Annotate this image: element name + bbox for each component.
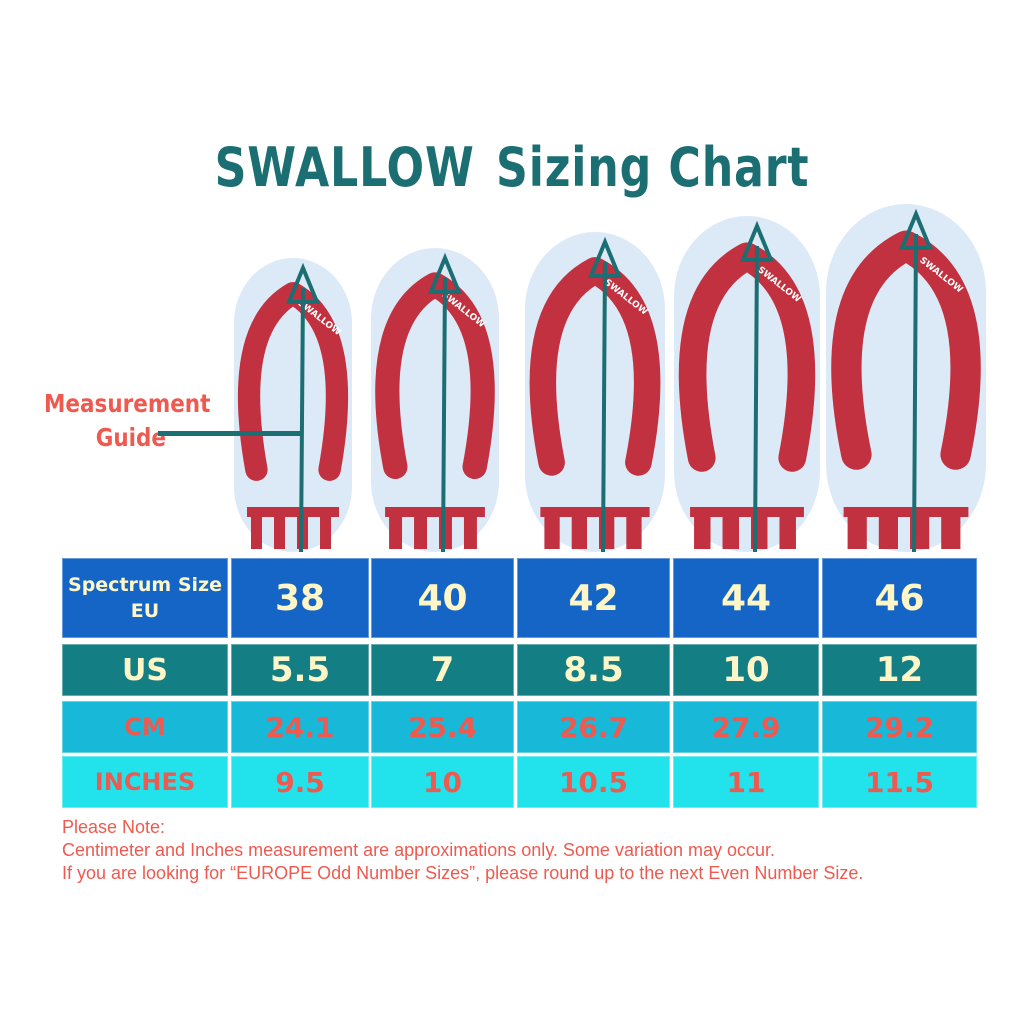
cell-inches-5: 11.5	[822, 756, 977, 808]
heel-stripe-bar	[843, 507, 969, 517]
heel-stripe	[273, 507, 285, 549]
heel-stripe	[544, 507, 560, 549]
title-brand: SWALLOW	[214, 136, 475, 199]
sandal-strap	[375, 272, 495, 480]
cell-cm-4: 27.9	[673, 701, 819, 753]
cell-us-4: 10	[673, 644, 819, 696]
measurement-guide-label-2: Guide	[95, 423, 166, 452]
cell-inches-4: 11	[673, 756, 819, 808]
sandal-5: SWALLOW	[826, 204, 986, 553]
measurement-guide-pointer	[158, 431, 300, 436]
measurement-line	[441, 277, 447, 553]
heel-stripe	[250, 507, 262, 549]
cell-inches-2: 10	[371, 756, 514, 808]
cell-us-5: 12	[822, 644, 977, 696]
heel-stripe	[463, 507, 477, 549]
heel-stripe	[439, 507, 452, 549]
heel-stripe	[941, 507, 961, 549]
heel-stripe	[389, 507, 403, 549]
cell-cm-1: 24.1	[231, 701, 369, 753]
heel-stripe	[571, 507, 587, 549]
cell-inches-1: 9.5	[231, 756, 369, 808]
heel-stripe-bar	[385, 507, 485, 517]
sizing-note: Please Note: Centimeter and Inches measu…	[62, 816, 1002, 885]
note-heading: Please Note:	[62, 817, 166, 837]
row-header-eu-line1: Spectrum Size	[68, 574, 222, 596]
cell-cm-5: 29.2	[822, 701, 977, 753]
measurement-line	[753, 245, 759, 553]
measurement-arrow-icon	[428, 252, 462, 294]
sandal-strap	[678, 242, 816, 472]
title-sizing-chart: Sizing Chart	[495, 136, 810, 199]
measurement-arrow-icon	[286, 262, 320, 304]
heel-stripe	[320, 507, 332, 549]
heel-stripe	[779, 507, 796, 549]
sandal-illustrations: SWALLOW SWALLOW SWALLOW SWALLOW SWALLOW	[234, 204, 986, 553]
cell-eu-5: 46	[822, 558, 977, 638]
measurement-guide-label: Measurement	[44, 389, 211, 418]
heel-stripe-bar	[540, 507, 650, 517]
row-header-inches: INCHES	[62, 756, 228, 808]
measurement-arrow-icon	[588, 236, 622, 278]
sandal-1: SWALLOW	[234, 258, 352, 553]
cell-eu-3: 42	[517, 558, 670, 638]
row-header-us: US	[62, 644, 228, 696]
chart-title: SWALLOW Sizing Chart	[92, 136, 932, 206]
cell-cm-2: 25.4	[371, 701, 514, 753]
note-line-2: If you are looking for “EUROPE Odd Numbe…	[62, 863, 864, 883]
heel-stripe	[626, 507, 642, 549]
heel-stripe	[878, 507, 898, 549]
sandal-strap	[529, 257, 661, 476]
note-line-1: Centimeter and Inches measurement are ap…	[62, 840, 776, 860]
row-header-cm: CM	[62, 701, 228, 753]
measurement-line	[601, 261, 607, 553]
cell-eu-4: 44	[673, 558, 819, 638]
measurement-arrow-icon	[899, 208, 933, 250]
measurement-line	[912, 233, 918, 553]
heel-stripe-bar	[246, 507, 340, 517]
cell-us-1: 5.5	[231, 644, 369, 696]
sandal-strap	[831, 230, 981, 470]
sandal-4: SWALLOW	[674, 216, 820, 553]
row-header-eu-line2: EU	[130, 600, 160, 622]
cell-eu-1: 38	[231, 558, 369, 638]
row-header-eu: Spectrum Size EU	[62, 558, 228, 638]
cell-inches-3: 10.5	[517, 756, 670, 808]
heel-stripe	[847, 507, 867, 549]
heel-stripe-bar	[690, 507, 804, 517]
sandal-3: SWALLOW	[525, 232, 665, 553]
measurement-line	[299, 287, 305, 553]
cell-cm-3: 26.7	[517, 701, 670, 753]
heel-stripe	[414, 507, 427, 549]
cell-eu-2: 40	[371, 558, 514, 638]
cell-us-3: 8.5	[517, 644, 670, 696]
heel-stripe	[722, 507, 739, 549]
cell-us-2: 7	[371, 644, 514, 696]
sandal-2: SWALLOW	[371, 248, 499, 553]
measurement-arrow-icon	[740, 220, 774, 262]
heel-stripe	[694, 507, 711, 549]
